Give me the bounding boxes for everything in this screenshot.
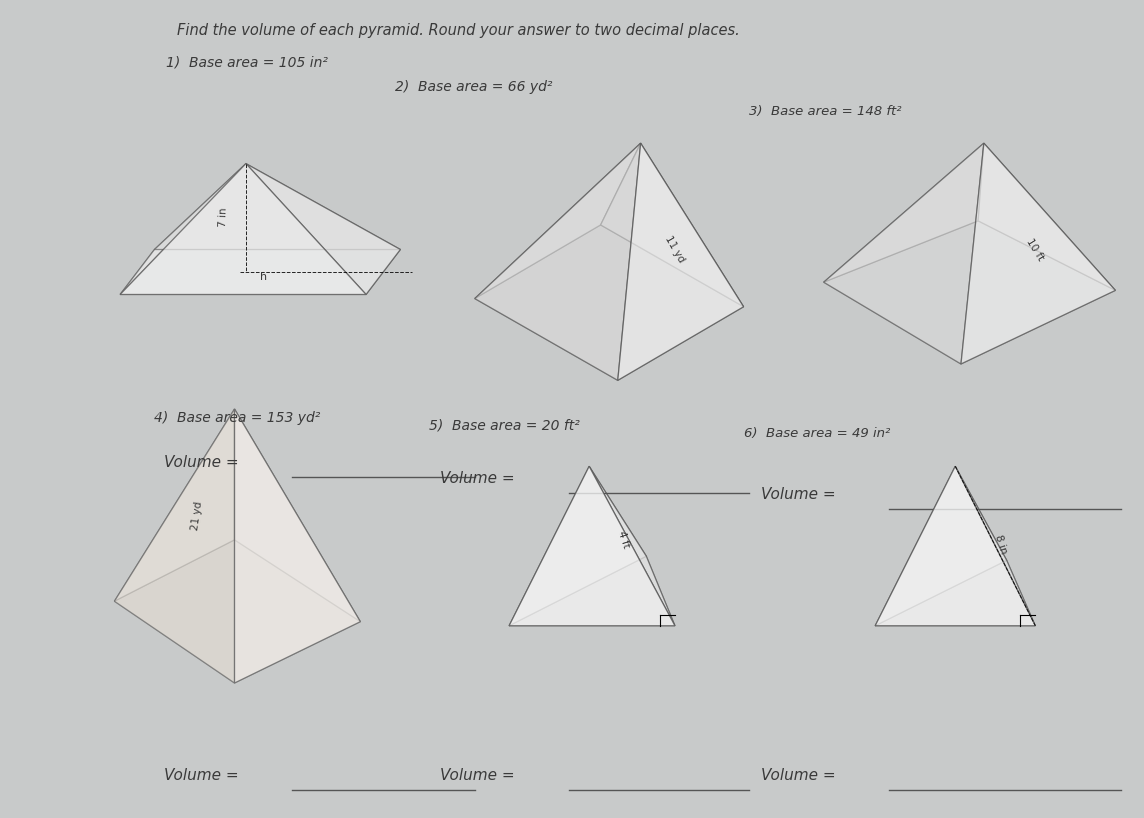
Text: Volume =: Volume = [761,768,835,783]
Polygon shape [875,560,1035,626]
Polygon shape [235,409,360,683]
Text: 4)  Base area = 153 yd²: 4) Base area = 153 yd² [154,411,320,425]
Polygon shape [824,143,984,282]
Polygon shape [235,409,360,622]
Polygon shape [475,143,641,380]
Text: Volume =: Volume = [164,455,238,470]
Text: 7 in: 7 in [217,207,229,227]
Polygon shape [114,409,235,683]
Polygon shape [114,409,235,601]
Polygon shape [509,466,675,626]
Polygon shape [509,556,675,626]
Text: Volume =: Volume = [440,471,515,486]
Text: Volume =: Volume = [440,768,515,783]
Text: 3)  Base area = 148 ft²: 3) Base area = 148 ft² [749,105,901,118]
Text: 21 yd: 21 yd [190,500,204,531]
Text: Volume =: Volume = [164,768,238,783]
Text: h: h [260,272,267,282]
Text: Volume =: Volume = [761,487,835,501]
Polygon shape [961,143,1115,364]
Polygon shape [824,143,984,364]
Text: 4 ft: 4 ft [615,530,631,550]
Polygon shape [120,249,400,294]
Polygon shape [475,225,744,380]
Polygon shape [246,164,400,294]
Polygon shape [120,164,366,294]
Polygon shape [955,466,1035,626]
Text: 10 ft: 10 ft [1025,236,1046,263]
Polygon shape [589,466,675,626]
Polygon shape [475,143,641,299]
Polygon shape [509,466,646,626]
Polygon shape [978,143,1115,290]
Polygon shape [120,164,246,294]
Text: 5)  Base area = 20 ft²: 5) Base area = 20 ft² [429,419,580,433]
Text: 6)  Base area = 49 in²: 6) Base area = 49 in² [744,427,890,440]
Polygon shape [875,466,1035,626]
Polygon shape [114,540,360,683]
Polygon shape [154,164,400,249]
Text: 11 yd: 11 yd [664,234,686,265]
Text: Find the volume of each pyramid. Round your answer to two decimal places.: Find the volume of each pyramid. Round y… [177,23,740,38]
Text: 2)  Base area = 66 yd²: 2) Base area = 66 yd² [395,80,553,94]
Polygon shape [601,143,744,307]
Polygon shape [824,221,1115,364]
Text: 1)  Base area = 105 in²: 1) Base area = 105 in² [166,56,328,70]
Polygon shape [875,466,1007,626]
Polygon shape [618,143,744,380]
Text: 8 in: 8 in [993,533,1009,555]
